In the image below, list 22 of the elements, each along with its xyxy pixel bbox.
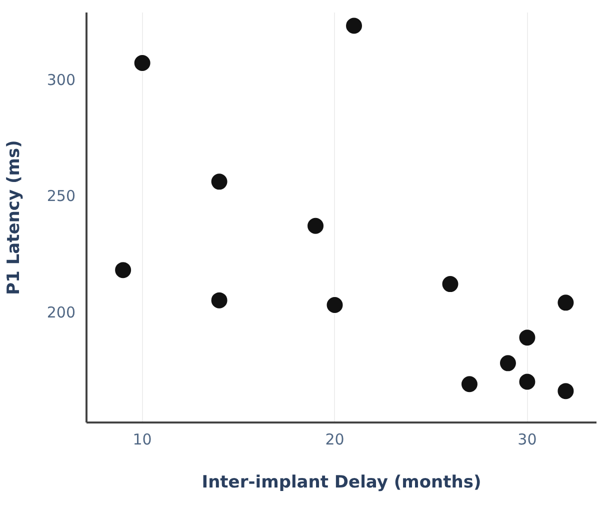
- y-tick-label: 300: [46, 70, 76, 89]
- y-tick-label: 250: [46, 187, 76, 206]
- point: [345, 16, 364, 35]
- y-tick-label: 200: [46, 303, 76, 322]
- point: [326, 296, 344, 314]
- x-tick-label: 30: [518, 430, 537, 448]
- point: [518, 328, 536, 347]
- point: [556, 294, 575, 312]
- point: [306, 216, 325, 235]
- point: [210, 291, 228, 310]
- x-tick-label: 20: [325, 430, 344, 448]
- y-axis-title: P1 Latency (ms): [4, 140, 24, 295]
- x-axis-title: Inter-implant Delay (months): [202, 472, 482, 492]
- point: [210, 172, 228, 191]
- point: [518, 372, 536, 391]
- point: [556, 382, 575, 400]
- point: [114, 261, 132, 280]
- point: [133, 54, 152, 72]
- x-tick-label: 10: [132, 430, 152, 448]
- point: [498, 354, 517, 372]
- point: [441, 275, 460, 294]
- point: [460, 375, 478, 394]
